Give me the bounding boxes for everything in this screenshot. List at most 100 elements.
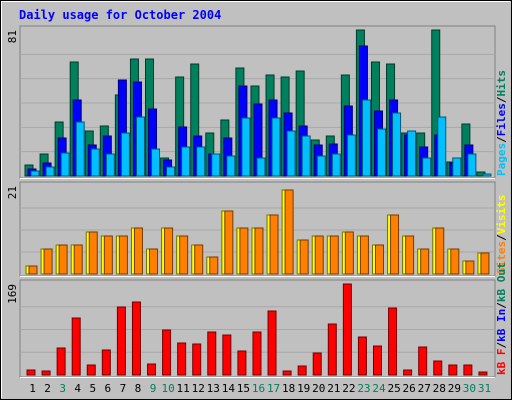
bar-kb-f-day-9 xyxy=(147,363,157,376)
bar-pages-day-7 xyxy=(120,132,130,177)
bar-kb-f-day-28 xyxy=(433,360,443,376)
bar-pages-day-17 xyxy=(271,117,281,177)
x-tick-label-day-9: 9 xyxy=(150,382,157,395)
bar-pages-day-25 xyxy=(392,112,402,177)
x-tick-label-day-3: 3 xyxy=(59,382,66,395)
x-tick-label-day-11: 11 xyxy=(177,382,190,395)
bar-sites-day-5 xyxy=(88,231,98,275)
bar-sites-day-13 xyxy=(209,256,219,275)
x-tick-label-day-1: 1 xyxy=(29,382,36,395)
bar-pages-day-9 xyxy=(151,148,161,177)
bar-pages-day-23 xyxy=(361,99,371,177)
bar-kb-f-day-11 xyxy=(177,342,187,376)
x-tick-label-day-27: 27 xyxy=(418,382,431,395)
legend-separator: / xyxy=(495,302,508,309)
legend-files: Files xyxy=(495,103,508,136)
bar-sites-day-11 xyxy=(179,235,189,275)
x-tick-label-day-26: 26 xyxy=(403,382,416,395)
bar-pages-day-28 xyxy=(437,116,447,177)
x-tick-label-day-6: 6 xyxy=(105,382,112,395)
x-tick-label-day-14: 14 xyxy=(222,382,236,395)
bar-pages-day-31 xyxy=(482,173,492,177)
legend-kb-in: kB In xyxy=(495,309,508,342)
bar-pages-day-5 xyxy=(90,148,100,177)
legend-separator: / xyxy=(495,342,508,349)
bar-sites-day-4 xyxy=(73,244,83,275)
bar-pages-day-19 xyxy=(301,135,311,177)
legend-hits: Hits xyxy=(495,70,508,97)
x-tick-label-day-29: 29 xyxy=(448,382,461,395)
bar-kb-f-day-14 xyxy=(222,334,232,376)
bar-sites-day-18 xyxy=(284,189,294,275)
panel-kbytes-legend: kB F/kB In/kB Out xyxy=(495,262,508,375)
panel-requests-ymax-label: 81 xyxy=(6,30,19,43)
bar-kb-f-day-22 xyxy=(342,283,352,376)
x-tick-label-day-22: 22 xyxy=(342,382,355,395)
x-tick-label-day-28: 28 xyxy=(433,382,446,395)
bar-kb-f-day-15 xyxy=(237,350,247,376)
bar-kb-f-day-7 xyxy=(116,306,126,376)
x-tick-label-day-30: 30 xyxy=(463,382,476,395)
bar-sites-day-21 xyxy=(329,235,339,275)
x-tick-label-day-25: 25 xyxy=(387,382,400,395)
bar-pages-day-6 xyxy=(105,153,115,177)
legend-separator: / xyxy=(495,96,508,103)
bar-pages-day-13 xyxy=(211,153,221,177)
bar-sites-day-15 xyxy=(239,227,249,275)
bar-kb-f-day-4 xyxy=(71,317,81,376)
bar-sites-day-24 xyxy=(374,244,384,275)
bar-pages-day-27 xyxy=(422,157,432,177)
bar-kb-f-day-5 xyxy=(86,364,96,376)
x-tick-label-day-2: 2 xyxy=(44,382,51,395)
x-tick-label-day-17: 17 xyxy=(267,382,280,395)
bar-kb-f-day-24 xyxy=(372,345,382,376)
legend-separator: / xyxy=(495,234,508,241)
x-tick-label-day-21: 21 xyxy=(327,382,340,395)
bar-sites-day-31 xyxy=(480,252,490,275)
bar-pages-day-22 xyxy=(346,134,356,177)
panel-visits-ymax-label: 21 xyxy=(6,186,19,199)
bar-sites-day-17 xyxy=(269,214,279,275)
bar-kb-f-day-3 xyxy=(56,347,66,376)
legend-kb-f: kB F xyxy=(495,349,508,376)
bar-sites-day-23 xyxy=(359,235,369,275)
bar-kb-f-day-8 xyxy=(131,301,141,376)
bar-sites-day-9 xyxy=(149,248,159,275)
x-tick-label-day-8: 8 xyxy=(135,382,142,395)
x-tick-label-day-10: 10 xyxy=(161,382,174,395)
x-tick-label-day-18: 18 xyxy=(282,382,295,395)
bar-sites-day-28 xyxy=(435,227,445,275)
x-tick-label-day-7: 7 xyxy=(120,382,127,395)
bar-sites-day-27 xyxy=(420,248,430,275)
x-tick-label-day-12: 12 xyxy=(192,382,205,395)
bar-kb-f-day-12 xyxy=(192,343,202,376)
bar-kb-f-day-1 xyxy=(26,369,36,376)
bar-kb-f-day-21 xyxy=(327,323,337,376)
x-tick-label-day-13: 13 xyxy=(207,382,220,395)
bar-pages-day-4 xyxy=(75,121,85,177)
bar-sites-day-3 xyxy=(58,244,68,275)
bar-sites-day-20 xyxy=(314,235,324,275)
bar-pages-day-1 xyxy=(30,170,40,177)
bar-pages-day-24 xyxy=(376,128,386,177)
bar-pages-day-21 xyxy=(331,153,341,177)
bar-kb-f-day-2 xyxy=(41,370,51,376)
legend-pages: Pages xyxy=(495,143,508,176)
x-tick-label-day-23: 23 xyxy=(357,382,370,395)
bar-kb-f-day-18 xyxy=(282,370,292,376)
bar-kb-f-day-13 xyxy=(207,331,217,376)
bar-kb-f-day-25 xyxy=(388,307,398,376)
bar-pages-day-20 xyxy=(316,155,326,177)
bar-kb-f-day-6 xyxy=(101,349,111,376)
bar-kb-f-day-20 xyxy=(312,352,322,376)
bar-pages-day-16 xyxy=(256,157,266,177)
x-tick-label-day-16: 16 xyxy=(252,382,265,395)
bar-sites-day-10 xyxy=(164,227,174,275)
bar-pages-day-26 xyxy=(407,130,417,177)
x-axis-day-labels: 1 2 3 4 5 6 7 8 9 10 11 12 13 14 15 16 17 18 19 20 21 22 23 24 2… xyxy=(29,382,491,395)
bar-kb-f-day-30 xyxy=(463,364,473,376)
panel-visits-legend: Sites/Visits xyxy=(495,195,508,275)
bar-kb-f-day-16 xyxy=(252,331,262,376)
